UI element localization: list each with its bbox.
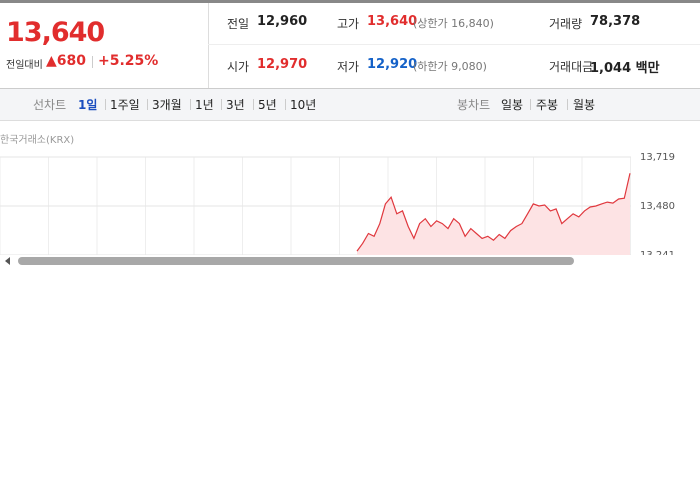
- change-rate: +5.25%: [98, 53, 159, 69]
- field-label: 전일: [227, 17, 250, 31]
- separator: [530, 99, 531, 110]
- field-value: 1,044 백만: [590, 61, 660, 76]
- tab[interactable]: 일봉: [501, 98, 524, 112]
- field-value: 13,640: [367, 14, 418, 29]
- tab[interactable]: 1년: [195, 98, 214, 112]
- field-value: 78,378: [590, 14, 641, 29]
- tab[interactable]: 10년: [290, 98, 317, 112]
- field-value: 12,960: [257, 14, 308, 29]
- change: ▲680: [46, 53, 86, 69]
- field-label: 시가: [227, 60, 250, 74]
- field-note: (상한가 16,840): [413, 17, 494, 30]
- tab[interactable]: 5년: [258, 98, 277, 112]
- chart: 13,719 13,480 13,241: [0, 152, 700, 270]
- y-tick-label: 13,241: [640, 250, 675, 261]
- field-label: 저가: [337, 60, 360, 74]
- field-note: (하한가 9,080): [413, 60, 487, 73]
- tab[interactable]: 1일: [78, 98, 98, 112]
- y-tick-label: 13,480: [640, 201, 675, 212]
- tab[interactable]: 3년: [226, 98, 245, 112]
- y-tick-label: 13,719: [640, 152, 675, 163]
- scroll-thumb[interactable]: [18, 257, 574, 265]
- separator: [285, 99, 286, 110]
- divider: [208, 44, 700, 45]
- tab-bar: [0, 88, 700, 121]
- field-value: 12,970: [257, 57, 308, 72]
- separator: [92, 56, 93, 68]
- tab[interactable]: 주봉: [536, 98, 559, 112]
- scroll-arrow[interactable]: [5, 257, 10, 265]
- separator: [253, 99, 254, 110]
- field-label: 거래대금: [549, 60, 594, 74]
- change-label: 전일대비: [6, 60, 43, 71]
- separator: [105, 99, 106, 110]
- tab[interactable]: 1주일: [110, 98, 140, 112]
- tab-label: 봉차트: [457, 98, 491, 112]
- separator: [221, 99, 222, 110]
- price: 13,640: [6, 17, 105, 48]
- field-label: 거래량: [549, 17, 583, 31]
- tab-label: 선차트: [33, 98, 67, 112]
- separator: [147, 99, 148, 110]
- top-border: [0, 0, 700, 3]
- price-line: [356, 173, 631, 252]
- field-value: 12,920: [367, 57, 418, 72]
- tab[interactable]: 월봉: [573, 98, 596, 112]
- area: [357, 173, 630, 255]
- separator: [190, 99, 191, 110]
- field-label: 고가: [337, 17, 360, 31]
- divider: [208, 3, 209, 88]
- tab[interactable]: 3개월: [152, 98, 182, 112]
- source: 한국거래소(KRX): [0, 135, 75, 146]
- separator: [567, 99, 568, 110]
- plot: 13,719 13,480 13,241: [0, 152, 675, 261]
